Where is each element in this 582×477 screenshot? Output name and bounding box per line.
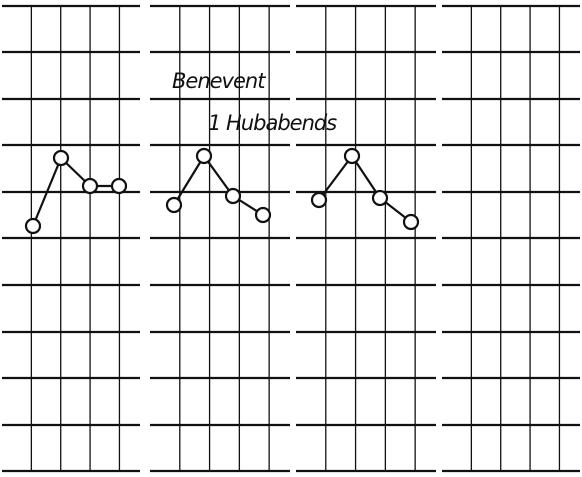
page: Benevent 1 Hubabends (() => { const data… <box>0 0 582 477</box>
sketch-point <box>112 179 126 193</box>
sketch-point <box>373 191 387 205</box>
sketch-line <box>174 156 263 215</box>
sketch-point <box>404 215 418 229</box>
grid-paper: Benevent 1 Hubabends <box>0 0 582 477</box>
sketch-point <box>345 149 359 163</box>
grid <box>2 6 580 471</box>
sketch-point <box>197 149 211 163</box>
sketch-point <box>226 189 240 203</box>
sketch-point <box>83 179 97 193</box>
sketch-point <box>312 193 326 207</box>
sketch-point <box>256 208 270 222</box>
handwritten-note: 1 Hubabends <box>208 111 337 135</box>
sketch-point <box>26 219 40 233</box>
sketch-line <box>319 156 411 222</box>
sketch-point <box>167 198 181 212</box>
handwritten-note: Benevent <box>172 69 266 93</box>
sketch-point <box>54 151 68 165</box>
